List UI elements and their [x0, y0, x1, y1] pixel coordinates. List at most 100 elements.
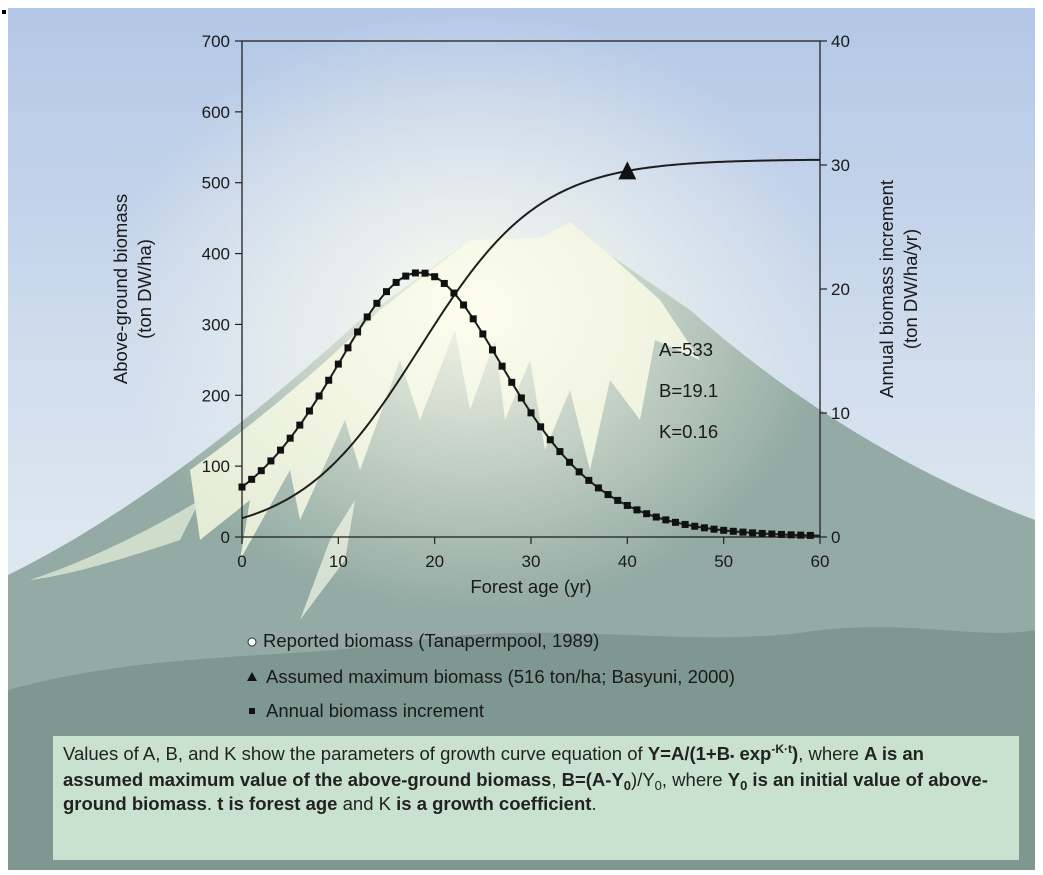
increment-point: [402, 272, 410, 280]
increment-point: [363, 313, 371, 321]
increment-point: [537, 423, 545, 431]
y-left-tick-label: 600: [202, 103, 230, 122]
increment-point: [623, 501, 631, 509]
increment-point: [662, 516, 670, 524]
note-text: )/Y: [631, 769, 655, 790]
parameter-label: K=0.16: [659, 421, 718, 442]
subscript: 0: [654, 778, 662, 793]
legend-label: Assumed maximum biomass (516 ton/ha; Bas…: [266, 666, 735, 687]
parameter-label: A=533: [659, 339, 713, 360]
increment-point: [787, 531, 795, 539]
legend-triangle-marker: [247, 672, 257, 681]
increment-point: [614, 496, 622, 504]
note-bold-text: t is forest age: [217, 793, 338, 814]
increment-point: [739, 528, 747, 536]
plot-area: 0 10 20 30 40 50 60010020030040050060070001020…: [110, 32, 921, 721]
y-left-axis-label: (ton DW/ha): [134, 239, 155, 339]
increment-point: [498, 362, 506, 370]
increment-point: [691, 522, 699, 530]
y-left-tick-label: 400: [202, 245, 230, 264]
increment-point: [479, 330, 487, 338]
increment-point: [729, 527, 737, 535]
corner-mark: [2, 10, 6, 14]
max-biomass-point: [618, 161, 637, 180]
equation-part: exp: [734, 743, 772, 764]
increment-point: [440, 279, 448, 287]
increment-point: [681, 520, 689, 528]
y-right-axis-label: (ton DW/ha/yr): [900, 229, 921, 349]
increment-point: [373, 299, 381, 307]
increment-point: [488, 346, 496, 354]
increment-point: [604, 491, 612, 499]
increment-point: [421, 269, 429, 277]
subscript: 0: [740, 778, 748, 793]
equation-note: Values of A, B, and K show the parameter…: [53, 736, 1019, 860]
growth-curve: [241, 158, 821, 520]
note-bold-text: is a growth coefficient: [396, 793, 592, 814]
increment-point: [508, 378, 516, 386]
increment-point: [527, 409, 535, 417]
x-tick-label: 0: [237, 552, 246, 571]
increment-point: [257, 467, 265, 475]
increment-point: [383, 288, 390, 296]
increment-point: [594, 484, 602, 492]
increment-point: [411, 269, 419, 277]
y-left-axis-label: Above-ground biomass: [110, 194, 131, 384]
x-tick-label: 20: [425, 552, 444, 571]
x-tick-label: 50: [714, 552, 733, 571]
increment-point: [305, 407, 313, 415]
x-tick-label: 10: [329, 552, 348, 571]
increment-point: [334, 360, 342, 368]
equation-exponent: -K·t: [771, 742, 793, 756]
increment-point: [777, 530, 785, 538]
increment-point: [450, 289, 458, 297]
equation-part: Y=A/(1+B: [647, 743, 731, 764]
increment-point: [431, 273, 439, 281]
increment-point: [758, 529, 766, 537]
note-bold-text: B=(A-Y: [561, 769, 624, 790]
parameter-label: B=19.1: [659, 380, 718, 401]
y-right-tick-label: 0: [831, 528, 840, 547]
increment-point: [672, 518, 679, 526]
legend-square-marker: [249, 708, 255, 714]
increment-point: [238, 483, 246, 491]
increment-point: [344, 344, 352, 352]
increment-point: [633, 506, 641, 514]
note-text: , where: [661, 769, 728, 790]
increment-point: [585, 476, 593, 484]
legend-label: Reported biomass (Tanapermpool, 1989): [263, 630, 599, 651]
y-right-tick-label: 20: [831, 280, 850, 299]
y-right-tick-label: 40: [831, 32, 850, 51]
increment-point: [267, 457, 275, 465]
increment-point: [546, 436, 554, 444]
legend-label: Annual biomass increment: [266, 700, 484, 721]
increment-point: [325, 376, 333, 384]
increment-point: [392, 278, 400, 286]
increment-point: [768, 530, 776, 538]
legend-open-circle-marker: [247, 637, 257, 647]
y-left-tick-label: 0: [221, 528, 230, 547]
x-tick-label: 60: [811, 552, 830, 571]
y-left-tick-label: 500: [202, 174, 230, 193]
y-right-tick-label: 10: [831, 404, 850, 423]
increment-point: [460, 301, 468, 309]
increment-point: [652, 513, 660, 521]
increment-point: [354, 328, 362, 336]
note-text: Values of A, B, and K show the parameter…: [63, 743, 648, 764]
increment-point: [286, 434, 294, 442]
note-text: .: [591, 793, 597, 814]
increment-point: [749, 529, 757, 537]
note-text: ,: [551, 769, 562, 790]
y-left-tick-label: 300: [202, 315, 230, 334]
y-right-axis-label: Annual biomass increment: [876, 180, 897, 398]
increment-point: [315, 392, 323, 400]
equation-dot: ▪: [730, 749, 735, 763]
increment-point: [296, 421, 304, 429]
note-text: and K: [337, 793, 397, 814]
note-text: .: [206, 793, 218, 814]
note-bold-text: Y: [727, 769, 741, 790]
note-bold-text: is an initial value of above-ground biom…: [63, 769, 988, 814]
increment-point: [248, 475, 256, 483]
